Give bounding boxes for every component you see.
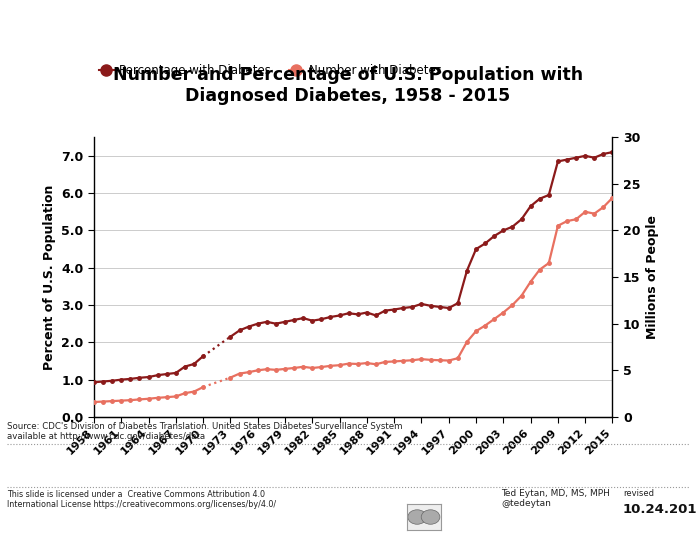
Text: Source: CDC's Division of Diabetes Translation. United States Diabetes Surveilla: Source: CDC's Division of Diabetes Trans… — [7, 422, 402, 441]
Text: 10.24.2018: 10.24.2018 — [623, 503, 696, 516]
Circle shape — [408, 510, 427, 524]
Y-axis label: Percent of U.S. Population: Percent of U.S. Population — [42, 185, 56, 370]
Y-axis label: Millions of People: Millions of People — [646, 215, 659, 339]
Text: revised: revised — [623, 489, 654, 498]
Text: Number and Percentage of U.S. Population with
Diagnosed Diabetes, 1958 - 2015: Number and Percentage of U.S. Population… — [113, 66, 583, 105]
Text: This slide is licensed under a  Creative Commons Attribution 4.0
International L: This slide is licensed under a Creative … — [7, 490, 276, 509]
Legend: Percentage with Diabetes, Number with Diabetes: Percentage with Diabetes, Number with Di… — [95, 59, 447, 82]
Circle shape — [421, 510, 440, 524]
Text: Ted Eytan, MD, MS, MPH
@tedeytan: Ted Eytan, MD, MS, MPH @tedeytan — [501, 489, 610, 508]
